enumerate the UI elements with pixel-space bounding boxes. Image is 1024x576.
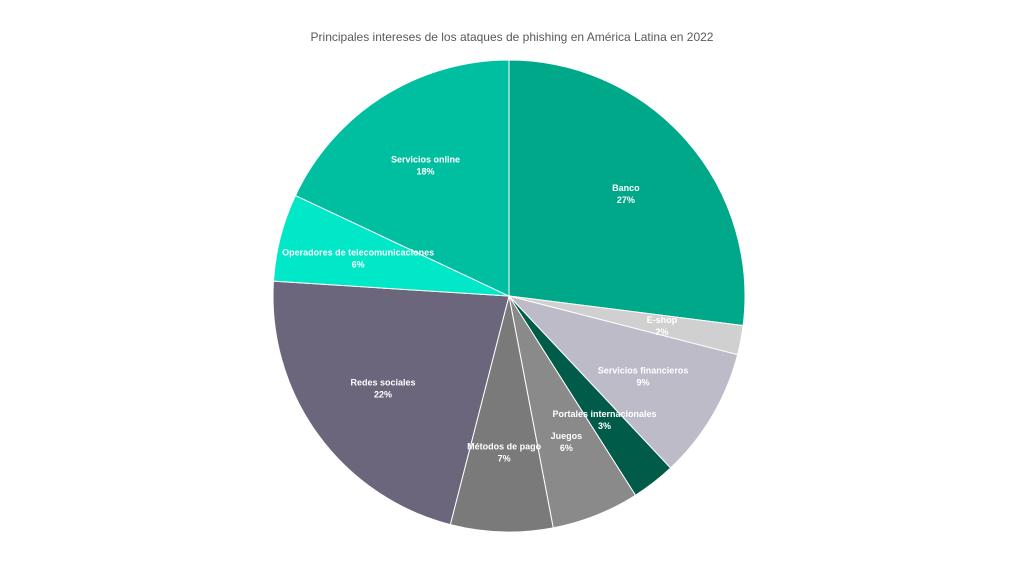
pie-label-category: Portales internacionales (552, 409, 656, 419)
pie-label-category: Redes sociales (350, 378, 415, 388)
pie-label-value: 6% (560, 443, 573, 453)
pie-label-value: 22% (374, 390, 392, 400)
pie-label-category: Servicios financieros (598, 365, 689, 375)
pie-label-redes-sociales: Redes sociales 22% (350, 378, 415, 400)
pie-label-portales-internacionales: Portales internacionales 3% (552, 409, 656, 431)
pie-label-operadores-de-telecomunicaciones: Operadores de telecomunicaciones 6% (282, 247, 434, 269)
pie-label-banco: Banco 27% (612, 183, 640, 205)
pie-label-value: 3% (598, 421, 611, 431)
pie-label-metodos-de-pago: Métodos de pago 7% (467, 442, 542, 464)
chart-title: Principales intereses de los ataques de … (310, 30, 714, 44)
pie-label-e-shop: E-shop 2% (647, 315, 678, 337)
pie-label-juegos: Juegos 6% (551, 431, 583, 453)
pie-slices (272, 59, 746, 533)
pie-label-category: Servicios online (391, 154, 460, 164)
pie-label-servicios-financieros: Servicios financieros 9% (598, 365, 689, 387)
pie-label-value: 9% (637, 377, 650, 387)
pie-slice-servicios-financieros (507, 295, 739, 469)
pie-label-value: 6% (352, 259, 365, 269)
pie-label-value: 7% (498, 454, 511, 464)
pie-slice-metodos-de-pago (449, 295, 554, 533)
pie-label-category: Operadores de telecomunicaciones (282, 247, 434, 257)
pie-slice-redes-sociales (272, 280, 510, 526)
pie-label-category: Métodos de pago (467, 442, 542, 452)
pie-label-value: 2% (655, 327, 668, 337)
pie-labels: Banco 27% E-shop 2% Servicios financieros 9% P… (282, 154, 688, 463)
pie-label-value: 18% (417, 166, 435, 176)
pie-label-value: 27% (617, 195, 635, 205)
pie-label-category: E-shop (647, 315, 678, 325)
pie-label-category: Juegos (551, 431, 583, 441)
pie-label-category: Banco (612, 183, 640, 193)
pie-slice-servicios-online (294, 59, 510, 297)
pie-label-servicios-online: Servicios online 18% (391, 154, 460, 176)
pie-slice-banco (508, 59, 746, 327)
